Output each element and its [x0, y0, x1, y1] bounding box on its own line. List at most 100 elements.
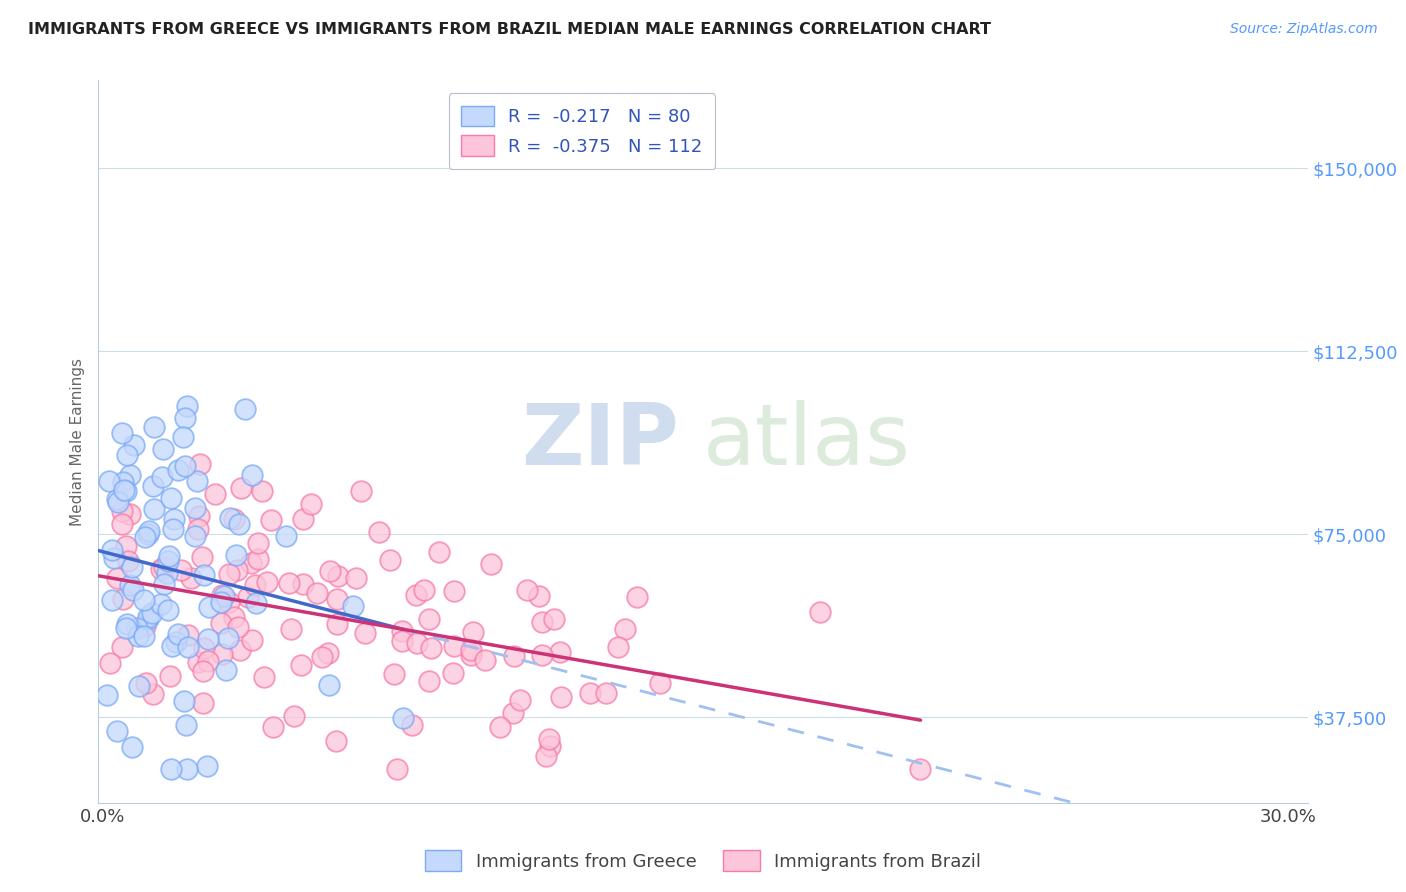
- Point: [110, 640, 132, 654]
- Point: [142, 502, 165, 516]
- Point: [107, 495, 129, 509]
- Point: [246, 551, 269, 566]
- Point: [159, 668, 181, 682]
- Point: [427, 545, 450, 559]
- Point: [225, 548, 247, 562]
- Point: [368, 524, 391, 539]
- Point: [488, 719, 510, 733]
- Point: [115, 540, 138, 554]
- Point: [328, 569, 350, 583]
- Legend: Immigrants from Greece, Immigrants from Brazil: Immigrants from Greece, Immigrants from …: [418, 843, 988, 879]
- Point: [240, 467, 263, 482]
- Point: [319, 564, 342, 578]
- Point: [149, 597, 172, 611]
- Point: [127, 621, 149, 635]
- Point: [176, 640, 198, 654]
- Point: [401, 718, 423, 732]
- Point: [538, 731, 561, 746]
- Point: [614, 622, 637, 636]
- Point: [247, 536, 270, 550]
- Point: [212, 590, 235, 604]
- Point: [105, 491, 128, 506]
- Point: [307, 586, 329, 600]
- Point: [325, 734, 347, 748]
- Point: [167, 627, 190, 641]
- Point: [121, 560, 143, 574]
- Point: [121, 582, 143, 597]
- Point: [209, 615, 232, 630]
- Point: [325, 592, 347, 607]
- Point: [132, 629, 155, 643]
- Point: [527, 590, 550, 604]
- Point: [157, 554, 180, 568]
- Point: [503, 648, 526, 663]
- Point: [176, 399, 198, 413]
- Point: [111, 504, 134, 518]
- Point: [479, 557, 502, 571]
- Point: [103, 551, 125, 566]
- Point: [193, 568, 215, 582]
- Point: [170, 563, 193, 577]
- Point: [166, 635, 188, 649]
- Point: [193, 696, 215, 710]
- Point: [138, 527, 160, 541]
- Point: [463, 625, 485, 640]
- Point: [460, 642, 482, 657]
- Point: [233, 402, 256, 417]
- Point: [418, 612, 440, 626]
- Point: [509, 693, 531, 707]
- Point: [391, 624, 413, 638]
- Point: [115, 483, 138, 498]
- Point: [160, 639, 183, 653]
- Point: [419, 640, 441, 655]
- Point: [443, 584, 465, 599]
- Point: [342, 599, 364, 613]
- Text: Source: ZipAtlas.com: Source: ZipAtlas.com: [1230, 22, 1378, 37]
- Point: [191, 549, 214, 564]
- Point: [648, 676, 671, 690]
- Point: [238, 590, 260, 604]
- Point: [808, 605, 831, 619]
- Point: [176, 762, 198, 776]
- Point: [111, 426, 134, 441]
- Point: [229, 481, 252, 495]
- Text: ZIP: ZIP: [522, 400, 679, 483]
- Point: [173, 411, 195, 425]
- Point: [142, 687, 165, 701]
- Point: [578, 686, 600, 700]
- Point: [217, 631, 239, 645]
- Point: [174, 717, 197, 731]
- Point: [188, 508, 211, 523]
- Point: [516, 582, 538, 597]
- Point: [138, 524, 160, 538]
- Point: [406, 636, 429, 650]
- Point: [101, 593, 124, 607]
- Point: [311, 650, 333, 665]
- Point: [228, 516, 250, 531]
- Point: [283, 709, 305, 723]
- Point: [174, 459, 197, 474]
- Point: [224, 610, 246, 624]
- Point: [188, 457, 211, 471]
- Point: [136, 612, 159, 626]
- Point: [122, 438, 145, 452]
- Point: [111, 517, 134, 532]
- Point: [326, 617, 349, 632]
- Point: [118, 508, 141, 522]
- Point: [98, 656, 121, 670]
- Point: [173, 694, 195, 708]
- Point: [225, 563, 247, 577]
- Point: [382, 667, 405, 681]
- Point: [187, 655, 209, 669]
- Point: [127, 629, 149, 643]
- Point: [152, 559, 174, 574]
- Point: [211, 647, 233, 661]
- Point: [197, 632, 219, 646]
- Point: [204, 487, 226, 501]
- Point: [96, 688, 118, 702]
- Point: [530, 648, 553, 662]
- Point: [280, 623, 302, 637]
- Point: [128, 679, 150, 693]
- Point: [299, 497, 322, 511]
- Point: [112, 591, 135, 606]
